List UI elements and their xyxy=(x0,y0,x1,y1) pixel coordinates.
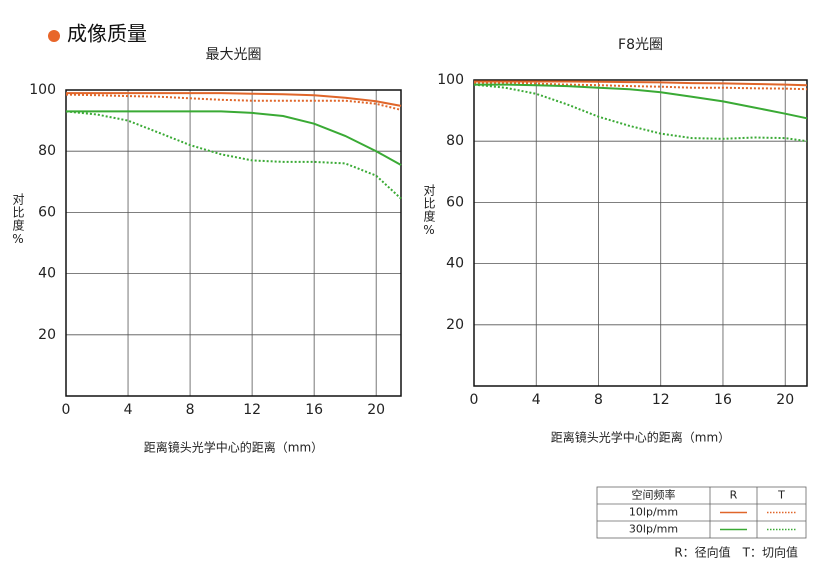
x-tick-label: 4 xyxy=(532,392,541,408)
mtf-line xyxy=(474,82,808,91)
legend-header: R xyxy=(730,489,738,502)
y-tick-label: 60 xyxy=(446,194,464,210)
y-tick-label: 40 xyxy=(38,266,56,282)
title-bullet xyxy=(48,30,60,42)
y-tick-label: 100 xyxy=(29,82,56,98)
chart-title: 最大光圈 xyxy=(206,47,262,63)
x-tick-label: 20 xyxy=(367,402,385,418)
plot-frame xyxy=(473,79,808,387)
mtf-line xyxy=(473,83,808,143)
page-title: 成像质量 xyxy=(67,22,147,46)
chart-title: F8光圈 xyxy=(618,37,663,53)
x-tick-label: 16 xyxy=(714,392,732,408)
x-tick-label: 12 xyxy=(652,392,670,408)
mtf-line xyxy=(474,83,808,120)
y-tick-label: 20 xyxy=(38,327,56,343)
mtf-line xyxy=(65,110,402,200)
legend-label: 10lp/mm xyxy=(629,506,678,519)
y-tick-label: 40 xyxy=(446,256,464,272)
x-tick-label: 0 xyxy=(470,392,479,408)
x-tick-label: 8 xyxy=(594,392,603,408)
y-axis-label: 对比度% xyxy=(11,193,25,247)
y-tick-label: 80 xyxy=(38,143,56,159)
y-tick-label: 100 xyxy=(437,72,464,88)
x-tick-label: 12 xyxy=(243,402,261,418)
x-axis-label: 距离镜头光学中心的距离（mm） xyxy=(551,430,730,445)
y-tick-label: 60 xyxy=(38,204,56,220)
plot-frame xyxy=(65,89,402,397)
y-axis-label: 对比度% xyxy=(422,184,436,238)
mtf-line xyxy=(65,93,402,111)
legend-label: 30lp/mm xyxy=(629,523,678,536)
x-tick-label: 0 xyxy=(62,402,71,418)
x-axis-label: 距离镜头光学中心的距离（mm） xyxy=(144,440,323,455)
x-tick-label: 8 xyxy=(186,402,195,418)
x-tick-label: 4 xyxy=(124,402,133,418)
y-tick-label: 80 xyxy=(446,133,464,149)
legend-frame xyxy=(596,486,807,539)
legend-header: 空间频率 xyxy=(632,488,676,502)
legend-note: R：径向值 T：切向值 xyxy=(674,545,798,560)
mtf-line xyxy=(66,110,402,166)
x-tick-label: 16 xyxy=(305,402,323,418)
mtf-line xyxy=(474,80,808,87)
y-tick-label: 20 xyxy=(446,317,464,333)
x-tick-label: 20 xyxy=(776,392,794,408)
mtf-line xyxy=(66,92,402,107)
legend-header: T xyxy=(777,489,785,502)
